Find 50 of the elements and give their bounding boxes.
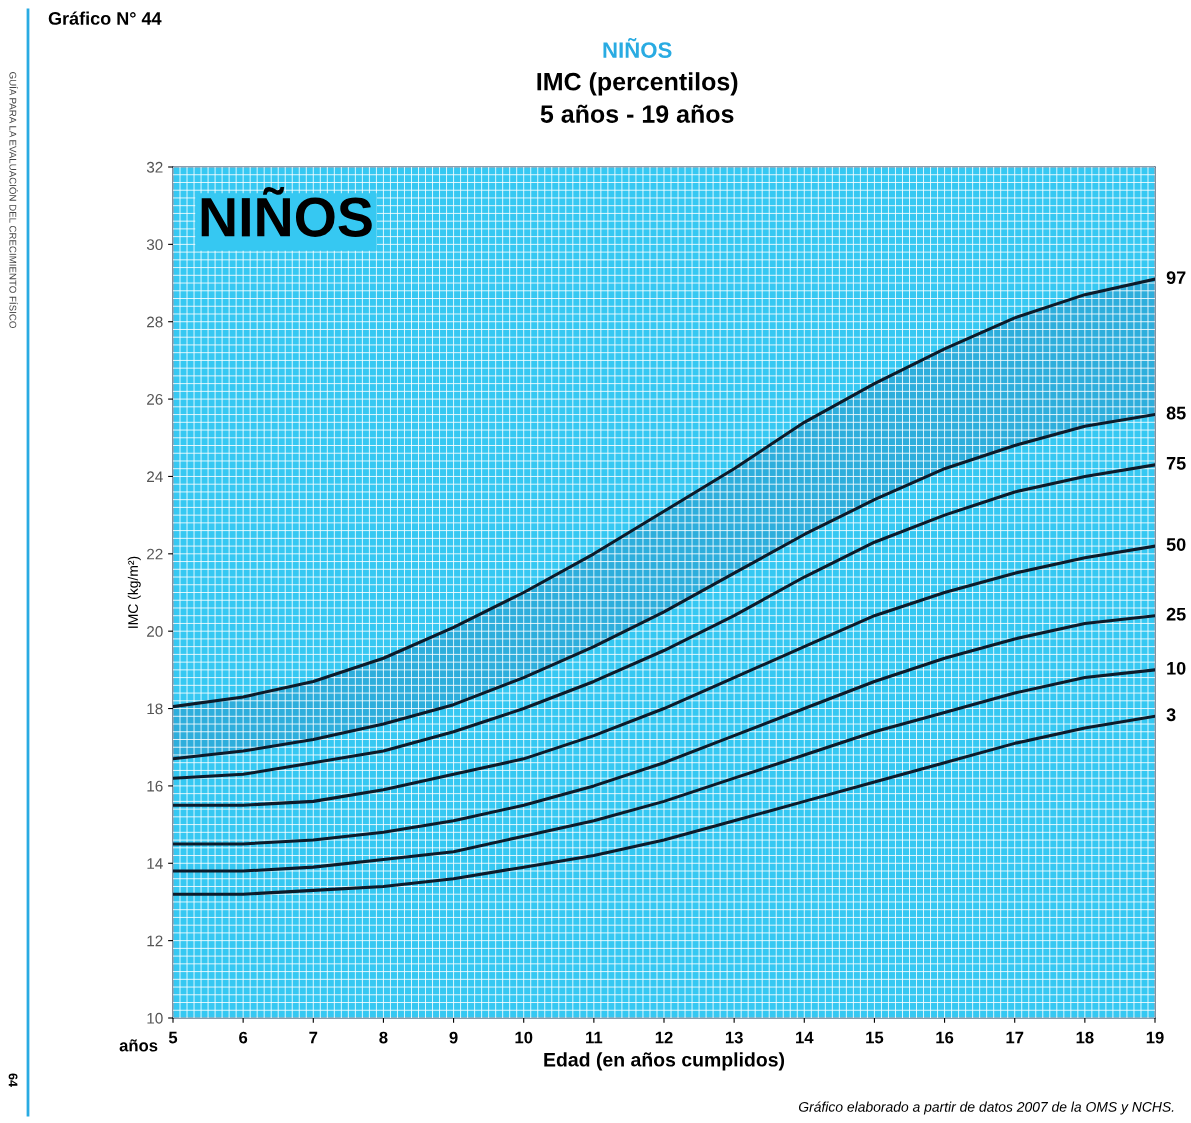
x-tick-label: 11 [586,1031,603,1044]
chart-subtitle: IMC (percentilos) 5 años - 19 años [537,72,738,123]
x-tick-label: 6 [239,1031,248,1044]
chart-title: NIÑOS [603,37,672,58]
x-tick-label: 5 [168,1031,178,1044]
x-tick-label: 19 [1146,1031,1164,1044]
line-series [173,544,1155,807]
text: Gráfico N° 44 [48,11,162,25]
y-tick-label: 20 [147,626,163,637]
annotation: NIÑOS [201,186,372,237]
x-tick-label: 12 [655,1031,673,1044]
x-tick-label: 16 [936,1031,954,1044]
y-tick-label: 32 [146,161,163,173]
line-series [173,668,1155,873]
y-tick-label: 16 [147,780,163,792]
x-tick-label: 7 [309,1031,318,1044]
x-tick-label: 13 [725,1031,743,1044]
text: años [119,1039,158,1052]
line-series [173,413,1155,761]
text: 64 [8,1073,18,1087]
x-tick-label: 9 [449,1031,458,1044]
x-tick-label: 10 [515,1031,533,1044]
y-tick-label: 12 [147,935,163,947]
series-label: 10 [1167,661,1186,675]
series-label: 75 [1166,457,1186,470]
line-series [173,714,1155,896]
text: Gráfico elaborado a partir de datos 2007 de la OMS y NCHS. [798,1101,1174,1115]
y-tick-label: 28 [147,316,163,328]
x-tick-label: 14 [796,1031,814,1044]
y-tick-label: 14 [147,858,163,869]
x-tick-label: 17 [1006,1031,1024,1044]
y-tick-label: 24 [147,471,163,482]
x-tick-label: 8 [379,1031,388,1044]
series-label: 97 [1166,271,1186,285]
series-label: 3 [1166,708,1176,722]
series-label: 85 [1166,406,1186,420]
x-tick-label: 18 [1076,1031,1094,1044]
series-label: 25 [1166,607,1186,621]
series-label: 50 [1166,538,1186,551]
y-tick-label: 26 [147,393,163,405]
line-series [173,463,1155,780]
x-axis-title: Edad (en años cumplidos) [544,1052,785,1071]
text: GUÍA PARA LA EVALUACIÓN DEL CRECIMIENTO FÍSICO [9,72,18,328]
y-tick-label: 10 [147,1012,163,1024]
y-tick-label: 18 [147,703,163,715]
y-axis-title: IMC (kg/m²) [127,556,141,628]
y-tick-label: 30 [146,239,163,251]
x-tick-label: 15 [866,1031,884,1044]
y-tick-label: 22 [147,548,163,560]
line-series [173,614,1155,846]
